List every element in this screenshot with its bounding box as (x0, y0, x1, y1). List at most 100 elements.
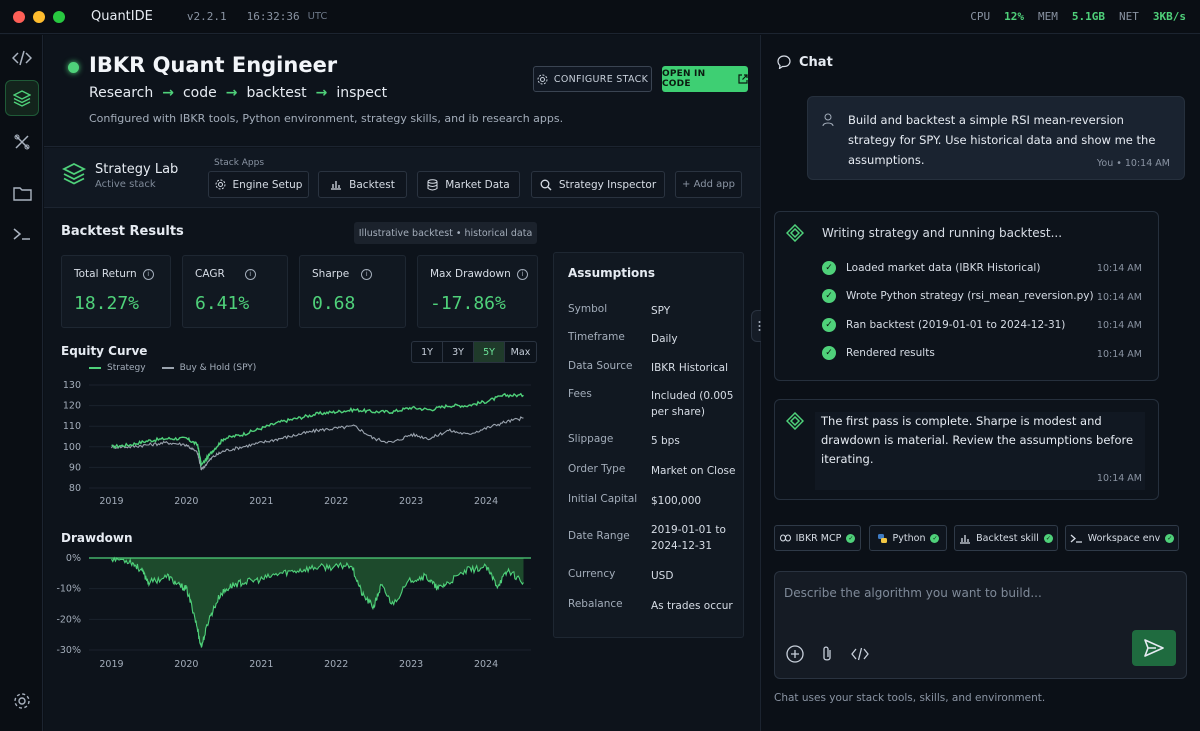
reply-time: 10:14 AM (1096, 473, 1142, 484)
clock: 16:32:36 (246, 10, 300, 23)
step-time: 10:14 AM (1096, 292, 1142, 303)
terminal-icon (13, 228, 30, 240)
strategy-line (111, 392, 524, 468)
equity-legend: Strategy Buy & Hold (SPY) (89, 363, 256, 373)
zoom-window-button[interactable] (53, 10, 65, 23)
agent-logo-icon (786, 412, 804, 430)
kpi-label: Total Return (74, 268, 137, 280)
stack-header: IBKR Quant Engineer Research → code → ba… (44, 35, 760, 147)
chat-title: Chat (799, 55, 833, 70)
net-label: NET (1119, 10, 1139, 23)
main-panel: IBKR Quant Engineer Research → code → ba… (44, 35, 760, 731)
bar-chart-icon (960, 534, 971, 544)
progress-step: ✓ Wrote Python strategy (rsi_mean_reversi… (822, 289, 1094, 303)
assumption-row: Slippage 5 bps (568, 433, 680, 447)
range-selector: 1Y 3Y 5Y Max (411, 341, 537, 363)
configure-stack-button[interactable]: CONFIGURE STACK (533, 66, 652, 92)
y-tick-label: -20% (56, 614, 81, 625)
app-strategy-inspector-button[interactable]: Strategy Inspector (531, 171, 665, 198)
cpu-value: 12% (1004, 10, 1024, 23)
configure-stack-label: CONFIGURE STACK (553, 73, 649, 85)
drawdown-line (111, 556, 524, 648)
code-icon (12, 50, 32, 66)
app-market-data-button[interactable]: Market Data (417, 171, 520, 198)
timezone: UTC (307, 11, 328, 22)
chip-python[interactable]: Python ✓ (869, 525, 947, 551)
user-icon (822, 113, 834, 127)
y-tick-label: -30% (56, 645, 81, 656)
check-icon: ✓ (822, 289, 836, 303)
rail-files[interactable] (5, 175, 39, 211)
rail-code[interactable] (5, 40, 39, 76)
chat-input[interactable] (784, 582, 1174, 604)
range-1y-button[interactable]: 1Y (412, 342, 443, 362)
stack-bar: Strategy Lab Active stack Stack Apps Eng… (44, 148, 760, 208)
range-3y-button[interactable]: 3Y (443, 342, 474, 362)
pipeline-step: backtest (246, 85, 307, 101)
info-icon[interactable]: i (516, 268, 528, 280)
gear-icon (14, 693, 30, 709)
pipeline-step: code (182, 85, 217, 101)
agent-reply: The first pass is complete. Sharpe is mo… (774, 399, 1159, 500)
rail-settings[interactable] (5, 683, 39, 719)
rail-stacks[interactable] (5, 80, 39, 116)
minimize-window-button[interactable] (33, 10, 45, 23)
x-tick-label: 2023 (399, 659, 423, 670)
info-icon[interactable]: i (244, 268, 256, 280)
x-tick-label: 2021 (249, 659, 273, 670)
app-version: v2.2.1 (186, 10, 227, 23)
info-icon[interactable]: i (361, 268, 373, 280)
rail-tools[interactable] (5, 124, 39, 160)
arrow-right-icon: → (315, 85, 328, 101)
title-bar: QuantIDE v2.2.1 16:32:36 UTC CPU 12% MEM… (0, 0, 1200, 34)
assumption-row: Fees Included (0.005 per share) (568, 388, 734, 418)
arrow-right-icon: → (225, 85, 238, 101)
chip-backtest-skill[interactable]: Backtest skill ✓ (954, 525, 1058, 551)
layers-icon (13, 90, 31, 107)
app-backtest-button[interactable]: Backtest (318, 171, 407, 198)
check-icon: ✓ (822, 346, 836, 360)
x-tick-label: 2023 (399, 496, 423, 507)
gear-icon (215, 179, 226, 190)
chat-footer-note: Chat uses your stack tools, skills, and … (774, 692, 1046, 704)
chip-workspace-env[interactable]: Workspace env ✓ (1065, 525, 1179, 551)
cpu-label: CPU (970, 10, 991, 23)
x-tick-label: 2019 (99, 659, 123, 670)
add-app-button[interactable]: + Add app (675, 171, 742, 198)
app-label: Engine Setup (232, 178, 303, 191)
assumption-row: Timeframe Daily (568, 331, 678, 345)
step-time: 10:14 AM (1096, 349, 1142, 360)
range-max-button[interactable]: Max (510, 346, 531, 358)
info-icon[interactable]: i (142, 268, 154, 280)
open-in-code-button[interactable]: OPEN IN CODE (662, 66, 748, 92)
progress-step: ✓ Rendered results (822, 346, 935, 360)
kpi-cagr: CAGR i 6.41% (182, 255, 288, 328)
mem-value: 5.1GB (1071, 10, 1105, 23)
check-icon: ✓ (846, 533, 856, 543)
activity-rail (0, 35, 43, 731)
kpi-value: 6.41% (195, 293, 250, 314)
x-tick-label: 2022 (324, 496, 348, 507)
send-button[interactable] (1132, 630, 1176, 666)
legend-benchmark: Buy & Hold (SPY) (161, 363, 256, 373)
user-message: Build and backtest a simple RSI mean-rev… (807, 96, 1185, 180)
close-window-button[interactable] (13, 10, 25, 23)
pipeline-step: Research (89, 85, 154, 101)
chip-ibkr-mcp[interactable]: IBKR MCP ✓ (774, 525, 861, 551)
plus-icon[interactable] (786, 645, 804, 663)
app-engine-setup-button[interactable]: Engine Setup (208, 171, 309, 198)
rail-terminal[interactable] (5, 216, 39, 252)
y-tick-label: 110 (63, 421, 81, 432)
assumption-row: Date Range 2019-01-01 to 2024-12-31 (568, 524, 726, 552)
search-icon (540, 179, 552, 190)
python-icon (877, 533, 887, 543)
chat-bubble-icon (777, 55, 791, 69)
window-controls (13, 10, 65, 23)
assumptions-title: Assumptions (568, 266, 655, 280)
equity-curve-chart: 130 120 110 100 90 80 2019 2020 2021 2022 2023 2024 (63, 380, 531, 507)
kpi-sharpe: Sharpe i 0.68 (299, 255, 406, 328)
code-icon[interactable] (851, 647, 869, 661)
paperclip-icon[interactable] (821, 645, 833, 663)
range-5y-button[interactable]: 5Y (474, 342, 505, 362)
x-tick-label: 2024 (474, 496, 498, 507)
